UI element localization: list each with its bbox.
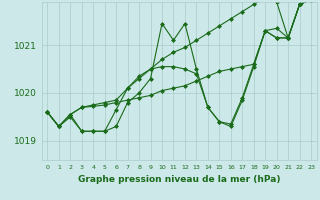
X-axis label: Graphe pression niveau de la mer (hPa): Graphe pression niveau de la mer (hPa) <box>78 175 280 184</box>
